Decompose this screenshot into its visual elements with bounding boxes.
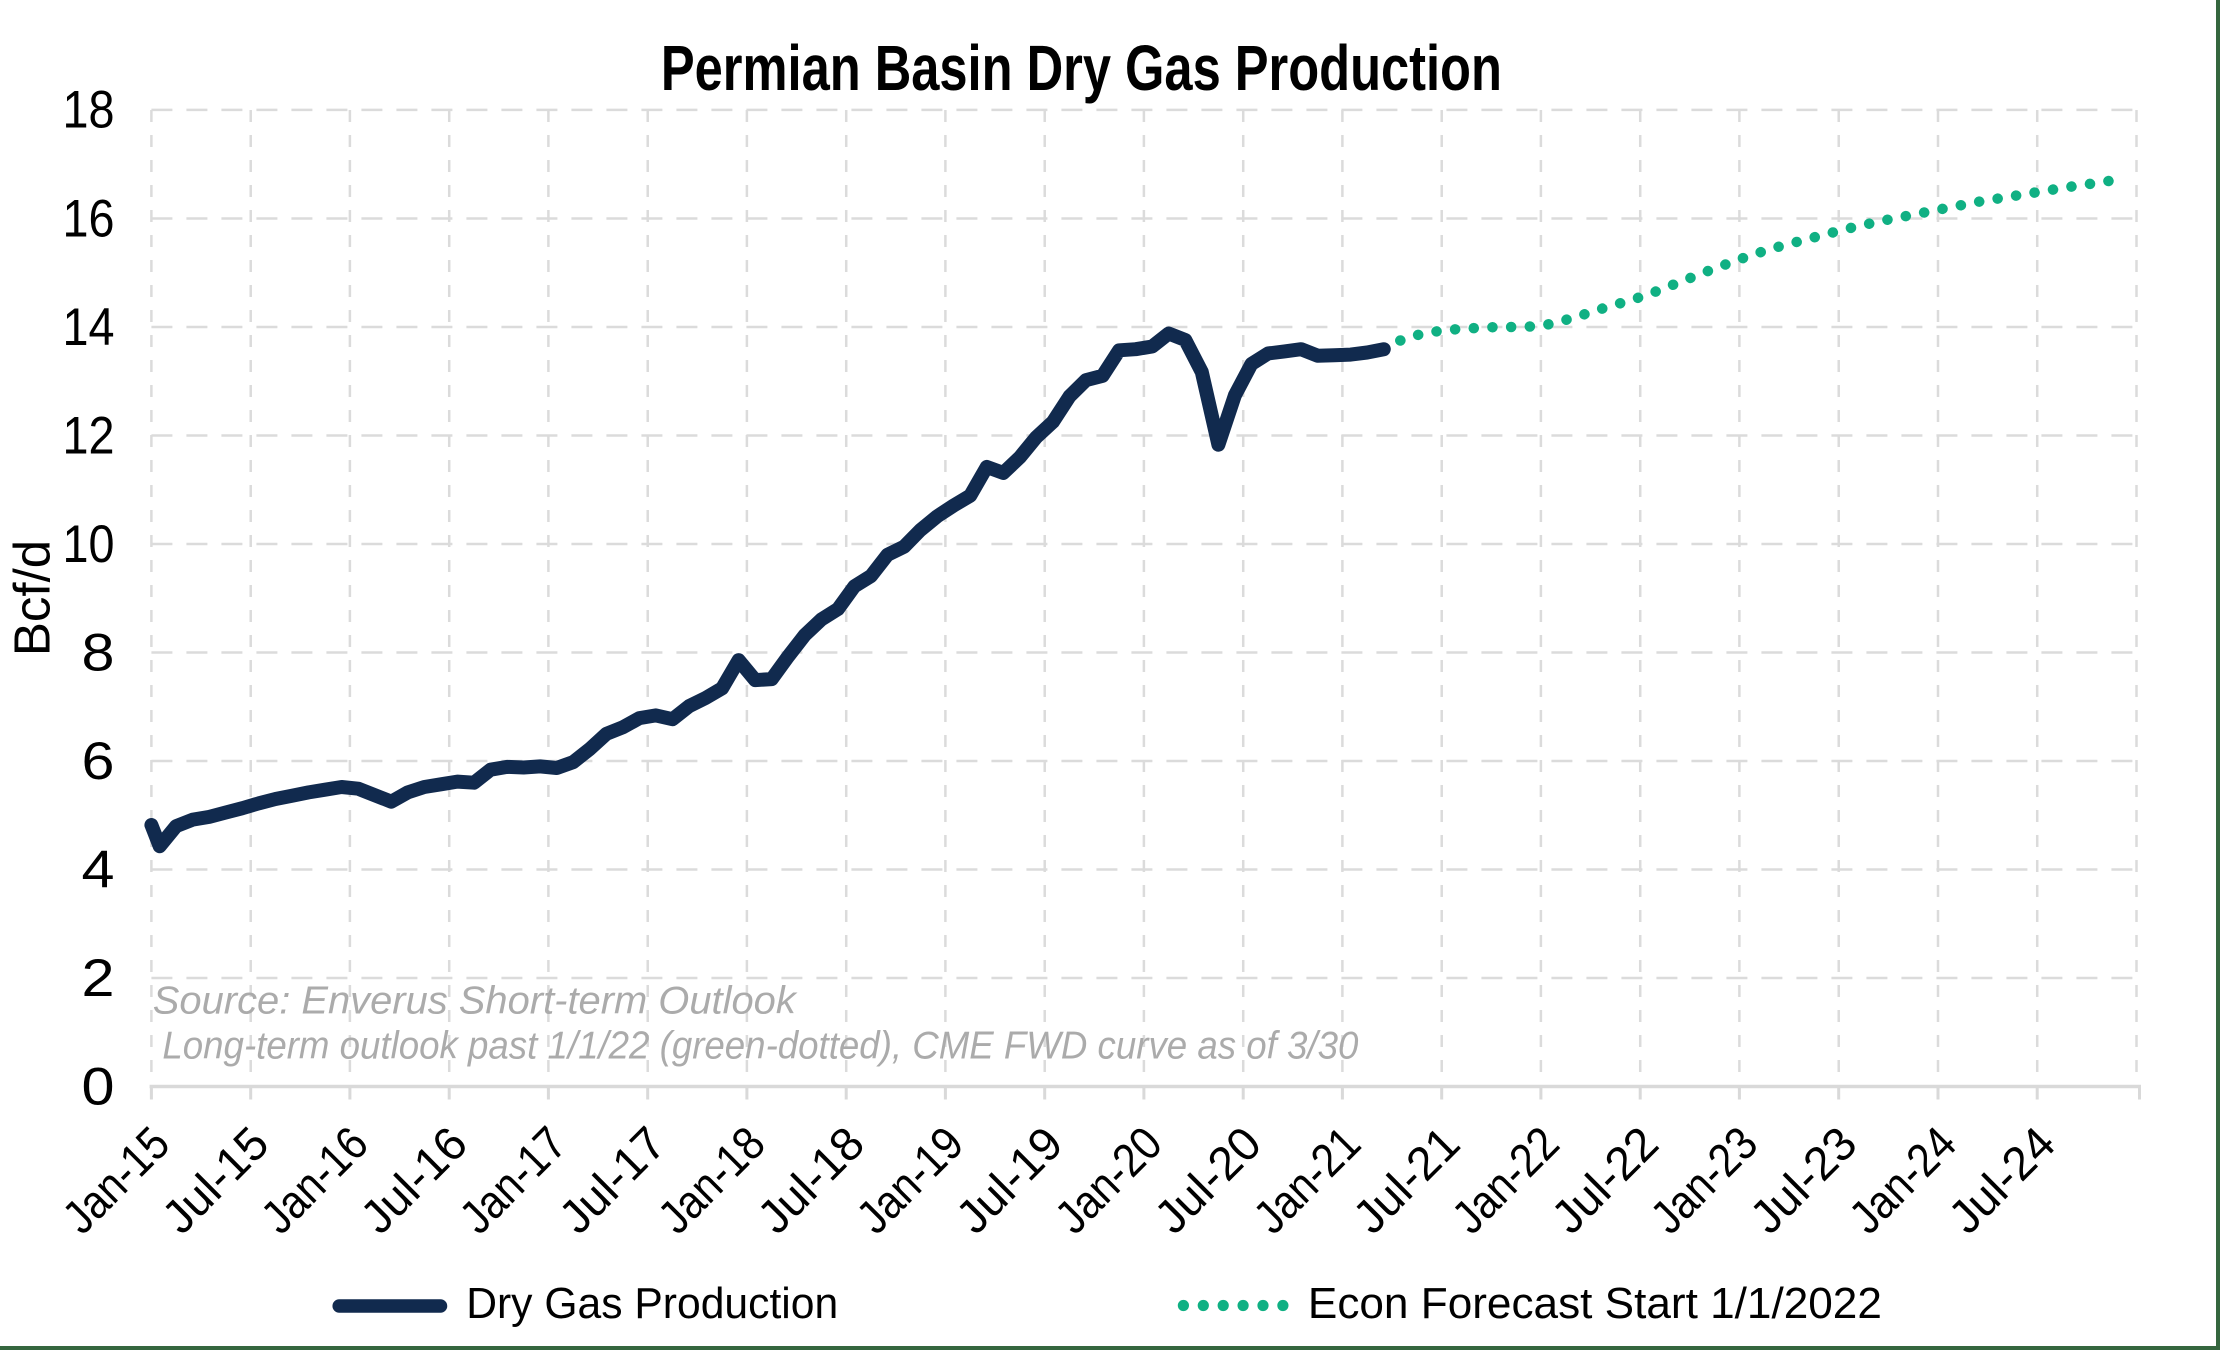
svg-text:Dry Gas Production: Dry Gas Production — [466, 1279, 838, 1328]
svg-text:4: 4 — [82, 840, 115, 899]
svg-text:Permian Basin Dry Gas Producti: Permian Basin Dry Gas Production — [661, 32, 1502, 104]
svg-text:18: 18 — [63, 81, 115, 140]
svg-text:14: 14 — [63, 298, 115, 357]
svg-text:6: 6 — [82, 732, 115, 791]
svg-text:Source: Enverus Short-term Out: Source: Enverus Short-term Outlook — [153, 980, 798, 1023]
svg-text:Econ Forecast Start 1/1/2022: Econ Forecast Start 1/1/2022 — [1308, 1279, 1882, 1328]
svg-text:Bcf/d: Bcf/d — [4, 540, 61, 656]
svg-text:10: 10 — [63, 515, 115, 574]
svg-text:16: 16 — [63, 189, 115, 248]
svg-text:0: 0 — [82, 1057, 115, 1116]
svg-text:12: 12 — [63, 406, 115, 465]
svg-text:2: 2 — [82, 949, 115, 1008]
svg-text:Long-term outlook past 1/1/22: Long-term outlook past 1/1/22 (green-dot… — [162, 1024, 1359, 1067]
svg-text:8: 8 — [82, 623, 115, 682]
